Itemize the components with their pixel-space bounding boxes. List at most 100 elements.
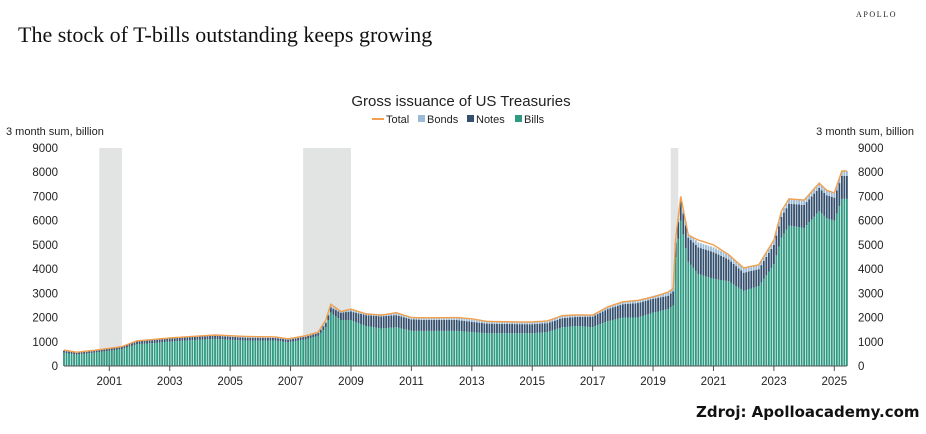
bar-bills <box>375 327 378 366</box>
bar-notes <box>287 339 289 343</box>
bar-bonds <box>493 321 496 324</box>
bar-notes <box>196 336 199 340</box>
bar-notes <box>136 341 138 345</box>
bar-bills <box>350 319 352 366</box>
x-tick-label: 2021 <box>701 376 727 388</box>
bar-notes <box>619 305 622 319</box>
bar-bills <box>158 342 161 366</box>
bar-notes <box>642 301 644 316</box>
total-line <box>63 170 847 353</box>
bar-bonds <box>332 307 335 309</box>
bar-bills <box>435 330 438 366</box>
bar-notes <box>75 352 78 355</box>
bar-bonds <box>483 321 486 324</box>
bar-bills <box>83 353 86 366</box>
bar-bills <box>438 330 440 366</box>
x-tick-label: 2001 <box>97 376 123 388</box>
bar-bonds <box>541 321 544 324</box>
bar-notes <box>120 346 123 350</box>
bar-bills <box>579 326 581 366</box>
bar-bills <box>294 341 297 366</box>
bar-notes <box>183 337 186 341</box>
bar-bills <box>153 342 156 366</box>
bar-bills <box>699 274 702 366</box>
y-axis-left-ticks: 0 1000 2000 3000 4000 5000 6000 7000 8000 9000 <box>32 143 58 373</box>
x-tick-label: 2017 <box>580 376 606 388</box>
bar-bonds <box>785 203 788 209</box>
bar-bills <box>327 319 330 366</box>
x-tick-label: 2023 <box>761 376 787 388</box>
bar-bonds <box>413 317 415 320</box>
bar-bills <box>206 339 209 366</box>
bar-bills <box>272 340 274 366</box>
bar-notes <box>435 319 438 331</box>
bar-notes <box>324 323 327 328</box>
bar-bills <box>810 219 813 366</box>
bar-notes <box>629 303 632 318</box>
bar-bills <box>345 319 347 366</box>
bar-bills <box>191 340 194 366</box>
bar-bills <box>551 330 554 366</box>
bar-notes <box>342 312 345 320</box>
headline: The stock of T-bills outstanding keeps g… <box>18 22 433 47</box>
bar-notes <box>365 315 367 327</box>
bar-notes <box>319 329 322 333</box>
bar-notes <box>747 271 750 290</box>
bar-notes <box>662 296 665 311</box>
bar-bills <box>556 328 559 366</box>
bar-bonds <box>657 294 660 298</box>
bar-bills <box>586 326 589 366</box>
bar-notes <box>536 323 539 333</box>
bar-notes <box>85 351 88 354</box>
bar-notes <box>687 237 690 262</box>
bar-bills <box>737 287 740 366</box>
bar-bills <box>828 219 831 366</box>
y-tick-label-left: 1000 <box>32 337 58 349</box>
bar-bonds <box>478 320 481 323</box>
bar-bills <box>523 333 526 366</box>
bar-bills <box>148 343 151 366</box>
bar-bills <box>186 340 189 366</box>
bar-notes <box>483 323 486 334</box>
bar-notes <box>304 336 307 340</box>
y-axis-right-label: 3 month sum, billion <box>816 126 914 138</box>
bar-notes <box>694 244 697 271</box>
bar-notes <box>173 338 176 342</box>
bar-bills <box>126 347 128 366</box>
bar-notes <box>113 347 116 351</box>
bar-notes <box>835 190 838 214</box>
bar-notes <box>309 335 312 338</box>
bar-bills <box>491 333 493 366</box>
bar-bonds <box>425 317 428 320</box>
bar-bonds <box>443 317 446 320</box>
bar-bills <box>297 340 300 366</box>
bar-notes <box>443 319 446 331</box>
bar-notes <box>131 343 133 346</box>
bar-notes <box>833 197 836 221</box>
bar-notes <box>201 336 204 340</box>
bar-notes <box>561 318 564 328</box>
bar-bills <box>397 327 400 366</box>
bar-bills <box>762 278 765 366</box>
bar-notes <box>329 307 332 313</box>
legend-bills-label: Bills <box>524 114 545 126</box>
bar-bonds <box>329 305 332 308</box>
bar-bills <box>413 330 415 366</box>
bar-notes <box>334 310 337 317</box>
bar-notes <box>317 333 320 336</box>
bar-bills <box>445 330 448 366</box>
bar-bills <box>694 270 697 366</box>
bar-notes <box>730 261 733 283</box>
bar-bills <box>475 332 478 366</box>
bar-bonds <box>350 309 352 312</box>
bar-notes <box>621 304 624 318</box>
bar-bills <box>98 352 101 366</box>
bar-notes <box>307 335 310 339</box>
bar-notes <box>234 337 237 341</box>
bar-notes <box>385 315 388 329</box>
bar-notes <box>63 350 65 353</box>
bar-bills <box>793 226 795 366</box>
bar-bills <box>70 353 73 366</box>
bar-notes <box>478 322 481 333</box>
bar-bills <box>566 326 569 366</box>
